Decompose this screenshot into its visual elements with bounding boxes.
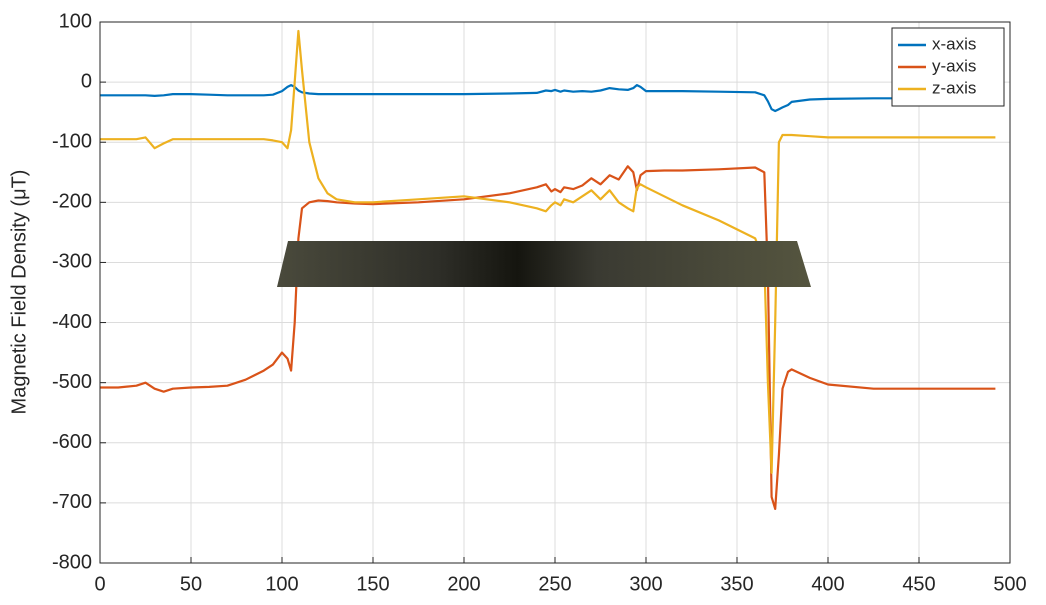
plot-frame	[99, 21, 1011, 564]
legend-label: z-axis	[932, 78, 976, 97]
plate-photo	[277, 241, 811, 287]
y-tick-label: -700	[52, 491, 92, 513]
x-tick-label: 250	[538, 573, 571, 595]
data-line	[100, 165, 996, 510]
x-tick-label: 50	[180, 573, 202, 595]
x-tick-label: 300	[629, 573, 662, 595]
y-tick-label: -400	[52, 311, 92, 333]
x-tick-label: 400	[811, 573, 844, 595]
x-tick-label: 200	[447, 573, 480, 595]
y-tick-label: -500	[52, 371, 92, 393]
y-tick-label: -300	[52, 251, 92, 273]
data-line	[100, 84, 996, 113]
x-tick-label: 0	[94, 573, 105, 595]
y-tick-label: 0	[81, 70, 92, 92]
x-tick-label: 150	[356, 573, 389, 595]
y-tick-label: -100	[52, 131, 92, 153]
legend-label: x-axis	[932, 34, 976, 53]
y-tick-label: -600	[52, 431, 92, 453]
y-tick-label: 100	[59, 10, 92, 32]
x-tick-label: 100	[265, 573, 298, 595]
legend-label: y-axis	[932, 56, 976, 75]
x-tick-label: 500	[993, 573, 1026, 595]
x-tick-label: 450	[902, 573, 935, 595]
y-tick-label: -800	[52, 551, 92, 573]
data-line	[100, 29, 996, 474]
y-tick-label: -200	[52, 191, 92, 213]
x-tick-label: 350	[720, 573, 753, 595]
y-axis-label: Magnetic Field Density (μT)	[8, 170, 30, 415]
